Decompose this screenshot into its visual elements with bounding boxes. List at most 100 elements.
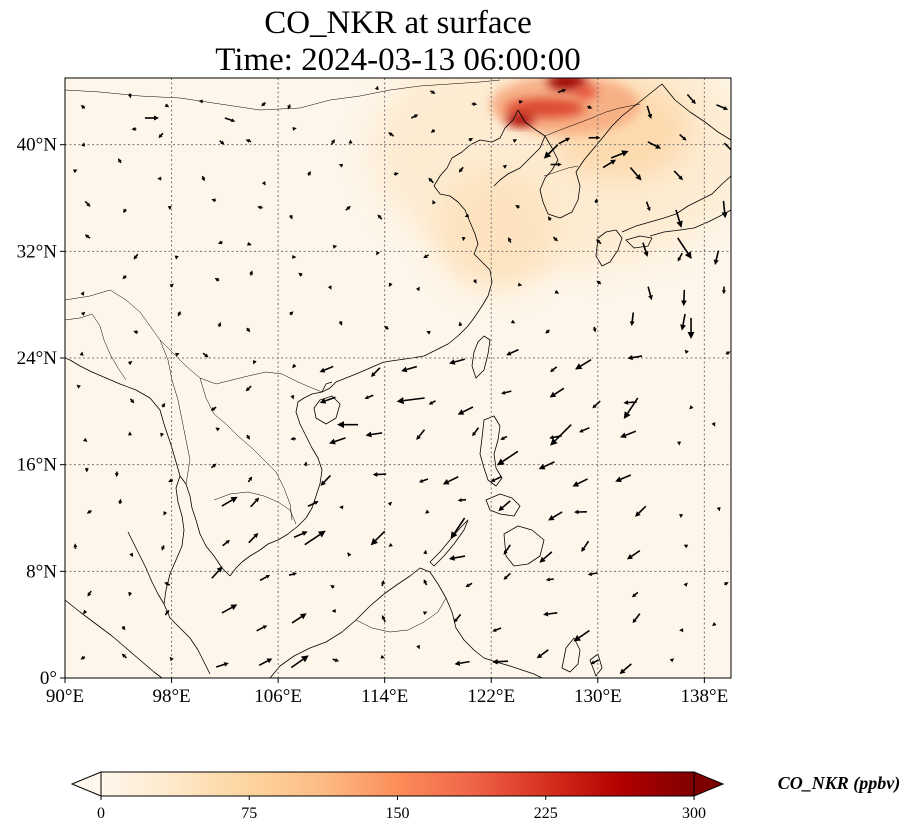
wind-arrow xyxy=(428,177,434,184)
wind-arrow xyxy=(288,572,298,577)
wind-arrow xyxy=(458,321,463,327)
wind-arrow xyxy=(602,159,617,169)
wind-arrow xyxy=(449,358,466,365)
wind-arrow xyxy=(549,387,565,398)
wind-arrow xyxy=(258,658,273,667)
wind-arrow xyxy=(129,552,133,558)
wind-arrow xyxy=(221,604,238,614)
wind-arrow-sample-2 xyxy=(330,139,335,146)
wind-arrow xyxy=(161,402,166,408)
wind-arrow xyxy=(198,99,203,104)
wind-arrow xyxy=(464,213,470,218)
wind-arrow xyxy=(211,566,223,579)
border-laos xyxy=(199,377,293,521)
wind-arrow xyxy=(210,406,217,411)
wind-arrow xyxy=(416,644,420,650)
wind-arrow xyxy=(380,580,385,587)
tick-label-lon-90: 90°E xyxy=(46,686,84,707)
wind-arrow xyxy=(498,500,511,512)
coast-vietnam-south xyxy=(229,549,261,577)
wind-arrow xyxy=(503,544,511,555)
wind-arrow xyxy=(422,611,428,616)
wind-arrow xyxy=(536,649,549,659)
wind-arrow xyxy=(298,272,303,277)
wind-arrow xyxy=(370,367,381,377)
wind-arrow xyxy=(174,255,179,260)
tick-label-lat-40: 40°N xyxy=(17,135,58,156)
wind-arrow xyxy=(453,613,462,623)
wind-arrow xyxy=(259,574,271,582)
wind-arrow xyxy=(538,461,555,470)
wind-arrow xyxy=(246,327,251,333)
wind-arrow xyxy=(168,478,174,483)
wind-arrow xyxy=(332,658,340,662)
wind-arrow xyxy=(554,289,560,294)
wind-arrow xyxy=(631,591,639,598)
wind-arrow xyxy=(80,104,86,110)
wind-arrow xyxy=(177,311,182,317)
coast-japan-honshu-south xyxy=(649,209,731,237)
wind-arrow xyxy=(416,429,426,440)
wind-arrow xyxy=(506,348,519,356)
wind-arrow xyxy=(731,465,735,469)
wind-arrow xyxy=(733,173,740,187)
wind-arrow xyxy=(575,359,592,370)
wind-arrow xyxy=(319,365,334,373)
colorbar-tick-label-75: 75 xyxy=(241,805,257,822)
wind-arrow xyxy=(442,476,459,485)
wind-arrow xyxy=(307,170,311,176)
coast-sumatra xyxy=(65,599,163,678)
border-malaysia-borneo xyxy=(355,597,447,633)
colorbar-ticks: 0 75 150 225 300 xyxy=(97,796,706,822)
wind-arrow xyxy=(620,430,637,439)
wind-arrow xyxy=(202,352,209,358)
wind-arrow xyxy=(543,611,558,617)
wind-arrow xyxy=(472,427,480,437)
map-title-line-1: CO_NKR at surface xyxy=(264,5,532,41)
wind-arrow xyxy=(457,498,467,503)
wind-arrow xyxy=(723,582,729,586)
wind-arrow xyxy=(84,200,91,207)
wind-arrow xyxy=(626,550,641,560)
wind-arrow xyxy=(380,654,385,659)
wind-arrow xyxy=(338,320,343,326)
wind-arrow xyxy=(669,658,675,663)
axis-ticks: 90°E 98°E 106°E 114°E 122°E 130°E 138°E 0° 8°N 16… xyxy=(17,135,729,707)
wind-arrow xyxy=(619,663,632,675)
wind-arrow xyxy=(374,85,379,91)
wind-arrow xyxy=(245,385,252,392)
wind-arrow xyxy=(448,555,466,561)
wind-arrow xyxy=(492,627,502,632)
wind-arrow xyxy=(393,172,399,176)
wind-arrow xyxy=(80,655,86,660)
map-panel xyxy=(65,78,740,678)
wind-arrow xyxy=(256,625,268,632)
wind-arrow xyxy=(174,352,180,357)
coast-japan-honshu xyxy=(621,175,731,233)
wind-arrow xyxy=(114,471,119,478)
wind-arrow xyxy=(210,463,217,469)
wind-arrow xyxy=(679,133,687,141)
wind-arrow xyxy=(387,501,393,507)
wind-arrow xyxy=(161,545,166,551)
hotspot-c xyxy=(573,86,597,98)
coast-korea xyxy=(539,83,663,219)
wind-arrow xyxy=(307,501,319,508)
wind-arrow xyxy=(588,135,601,140)
wind-arrow xyxy=(329,437,346,445)
wind-arrow xyxy=(245,139,252,143)
border-cambodia xyxy=(213,491,297,525)
border-india-myanmar xyxy=(65,313,127,381)
wind-arrow xyxy=(677,252,683,262)
wind-arrow xyxy=(83,437,88,443)
wind-arrow xyxy=(721,286,726,295)
wind-arrow xyxy=(290,436,296,441)
wind-arrow xyxy=(164,609,170,616)
wind-arrow xyxy=(222,539,231,547)
wind-arrow xyxy=(217,240,223,245)
wind-arrow xyxy=(330,584,335,589)
tick-label-lon-130: 130°E xyxy=(574,686,622,707)
wind-arrow xyxy=(217,322,222,328)
coast-malay-west xyxy=(127,531,165,605)
wind-arrow xyxy=(573,509,587,515)
